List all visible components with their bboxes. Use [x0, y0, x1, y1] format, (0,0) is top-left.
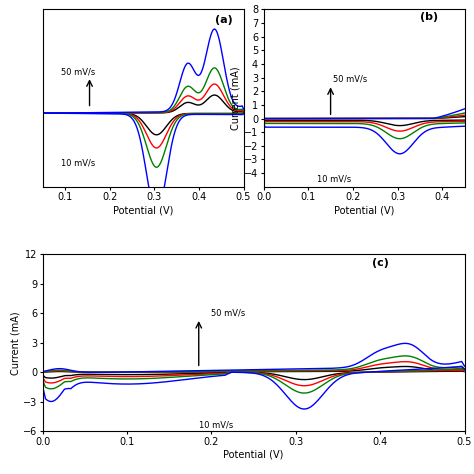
Text: (b): (b) [420, 12, 438, 22]
X-axis label: Potential (V): Potential (V) [223, 450, 284, 460]
Text: 50 mV/s: 50 mV/s [333, 75, 367, 84]
Text: 10 mV/s: 10 mV/s [61, 158, 95, 167]
Text: (a): (a) [215, 15, 232, 25]
X-axis label: Potential (V): Potential (V) [334, 205, 394, 215]
Text: 10 mV/s: 10 mV/s [317, 174, 351, 183]
Y-axis label: Current (mA): Current (mA) [10, 311, 20, 374]
Text: 50 mV/s: 50 mV/s [61, 67, 95, 76]
Text: 10 mV/s: 10 mV/s [199, 420, 233, 429]
X-axis label: Potential (V): Potential (V) [113, 205, 173, 215]
Text: 50 mV/s: 50 mV/s [211, 308, 246, 317]
Text: (c): (c) [372, 258, 389, 268]
Y-axis label: Current (mA): Current (mA) [231, 66, 241, 130]
